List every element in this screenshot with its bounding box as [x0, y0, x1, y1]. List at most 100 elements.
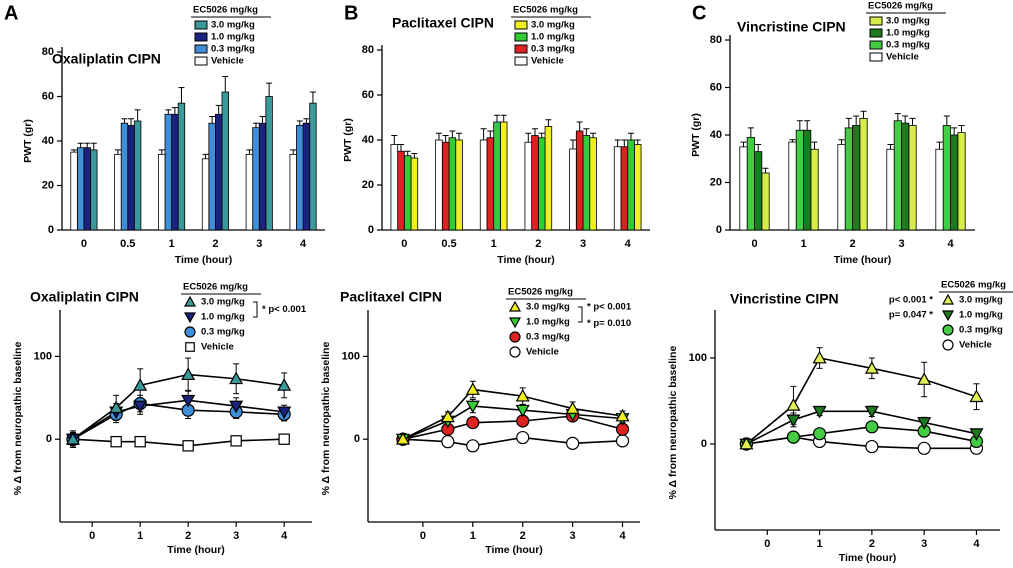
chart-title: Vincristine CIPN — [737, 19, 846, 35]
data-point — [917, 417, 932, 430]
legend-label: 1.0 mg/kg — [211, 32, 255, 43]
legend-label: 1.0 mg/kg — [959, 310, 1003, 321]
chart-title: Vincristine CIPN — [730, 291, 839, 307]
data-point — [440, 409, 455, 423]
x-tick-label: 1 — [800, 238, 806, 250]
y-tick-label: 100 — [342, 350, 360, 362]
panel-letter: A — [4, 2, 18, 24]
y-tick-label: 100 — [689, 352, 707, 364]
legend-swatch — [514, 56, 528, 66]
annotation: * p= 0.010 — [587, 318, 631, 329]
series-line — [745, 357, 977, 445]
bar — [803, 129, 812, 231]
bar — [575, 130, 584, 231]
x-axis-label: Time (hour) — [839, 552, 897, 564]
legend-label: Vehicle — [526, 347, 559, 358]
bar — [739, 146, 748, 231]
y-tick-label: 80 — [362, 44, 374, 56]
bar — [524, 141, 533, 231]
series-line — [72, 402, 285, 440]
x-tick-label: 4 — [973, 538, 980, 550]
y-axis-label: % Δ from neuropathic baseline — [320, 342, 332, 496]
bar — [788, 141, 797, 231]
legend-label: Vehicle — [211, 56, 244, 67]
y-tick-label: 0 — [716, 224, 722, 236]
bar — [942, 125, 951, 231]
x-tick-label: 3 — [898, 238, 904, 250]
legend-label: 0.3 mg/kg — [959, 325, 1003, 336]
legend-swatch — [869, 28, 883, 38]
legend-label: Vehicle — [201, 342, 234, 353]
bar — [245, 153, 254, 231]
chart-title: Paclitaxel CIPN — [340, 289, 442, 305]
data-point — [615, 434, 630, 448]
bar — [410, 157, 419, 231]
legend-swatch — [194, 32, 208, 42]
bar — [795, 129, 804, 231]
bar — [893, 120, 902, 231]
bar — [164, 113, 172, 231]
bar — [171, 113, 179, 231]
legend-swatch — [194, 44, 208, 54]
y-tick-label: 80 — [42, 46, 54, 58]
x-tick-label: 4 — [625, 238, 632, 250]
y-tick-label: 60 — [42, 90, 54, 102]
y-tick-label: 100 — [34, 350, 52, 362]
legend-swatch — [194, 20, 208, 30]
x-tick-label: 0 — [401, 238, 407, 250]
data-point — [133, 400, 148, 414]
legend-label: 1.0 mg/kg — [526, 317, 570, 328]
legend-label: 1.0 mg/kg — [531, 32, 575, 43]
bar — [221, 91, 229, 231]
data-point — [182, 440, 194, 452]
data-point — [109, 400, 124, 414]
legend-label: 3.0 mg/kg — [201, 297, 245, 308]
series-line — [72, 438, 285, 447]
data-point — [917, 441, 931, 455]
y-tick-label: 40 — [42, 135, 54, 147]
significance-bracket — [578, 306, 583, 323]
legend-title: EC5026 mg/kg — [868, 1, 933, 12]
panel-letter: C — [692, 2, 706, 24]
series-line — [72, 399, 285, 440]
bar — [620, 146, 629, 231]
bar — [441, 141, 450, 231]
x-tick-label: 3 — [580, 238, 586, 250]
legend-swatch — [514, 20, 528, 30]
bar — [852, 125, 861, 231]
legend-label: 3.0 mg/kg — [211, 20, 255, 31]
y-tick-label: 20 — [362, 179, 374, 191]
bar — [289, 153, 297, 231]
data-point — [969, 389, 984, 403]
x-axis-label: Time (hour) — [175, 254, 233, 266]
data-point — [786, 414, 801, 428]
bar — [627, 139, 635, 231]
bar — [83, 147, 91, 231]
x-tick-label: 2 — [212, 238, 218, 250]
x-tick-label: 4 — [300, 238, 307, 250]
x-axis-label: Time (hour) — [167, 544, 225, 556]
data-point — [969, 428, 984, 441]
bar — [613, 146, 622, 231]
bar — [499, 121, 508, 231]
x-tick-label: 3 — [256, 238, 262, 250]
legend-marker — [183, 312, 197, 324]
legend-label: 3.0 mg/kg — [531, 20, 575, 31]
y-tick-label: 0 — [48, 224, 54, 236]
x-tick-label: 4 — [281, 530, 288, 542]
data-point — [615, 408, 630, 422]
legend-label: 1.0 mg/kg — [886, 28, 930, 39]
data-point — [110, 435, 122, 448]
legend-marker — [942, 324, 954, 336]
bar — [908, 125, 917, 231]
data-point — [516, 430, 530, 445]
data-point — [395, 431, 410, 445]
bar — [215, 113, 223, 231]
bar — [133, 120, 142, 231]
bar — [582, 135, 591, 231]
series-line — [746, 425, 977, 445]
legend-marker — [509, 346, 521, 358]
legend-marker — [508, 317, 522, 329]
data-point — [277, 406, 292, 420]
legend-label: Vehicle — [886, 52, 919, 63]
